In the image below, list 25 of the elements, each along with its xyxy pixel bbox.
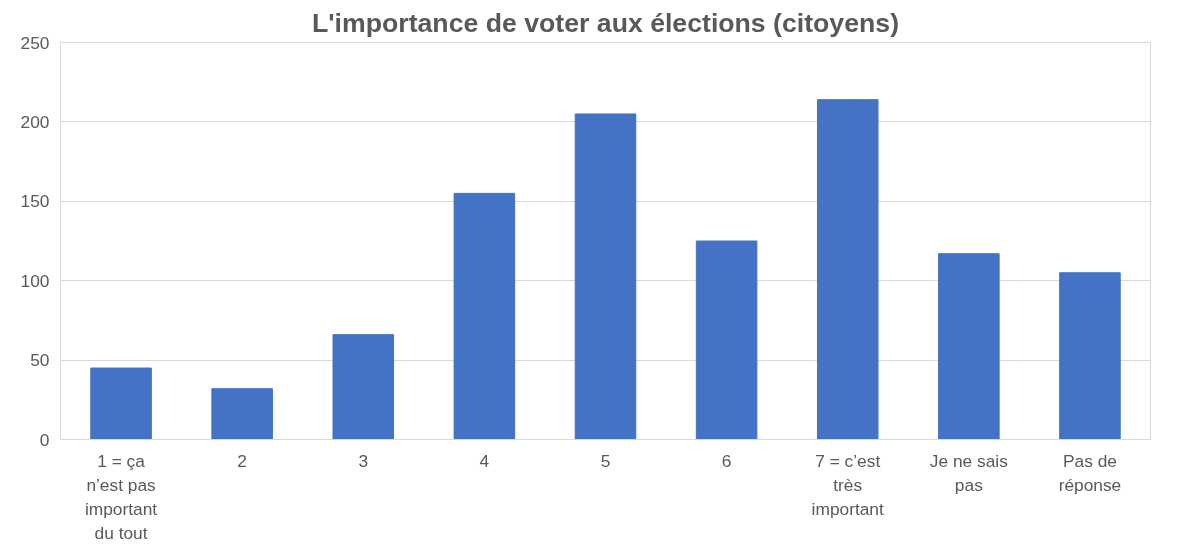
y-tick-label: 50 bbox=[30, 350, 50, 371]
y-tick-label: 0 bbox=[39, 429, 50, 450]
x-tick-label: Pas de réponse bbox=[1058, 450, 1122, 495]
bar bbox=[453, 192, 516, 440]
bar bbox=[1059, 272, 1121, 440]
x-tick-label: Je ne sais pas bbox=[929, 450, 1009, 495]
bar bbox=[938, 253, 1000, 440]
x-tick-label: 3 bbox=[358, 450, 369, 471]
x-tick-label: 5 bbox=[600, 450, 611, 471]
y-tick-label: 250 bbox=[20, 32, 50, 53]
x-tick-label: 7 = c’est très important bbox=[811, 450, 885, 519]
x-tick-label: 6 bbox=[721, 450, 732, 471]
x-tick-label: 2 bbox=[237, 450, 247, 471]
x-tick-label: 4 bbox=[479, 450, 490, 471]
bar bbox=[574, 113, 637, 440]
bar bbox=[816, 99, 879, 440]
y-tick-label: 150 bbox=[20, 191, 50, 212]
y-tick-label: 200 bbox=[20, 111, 50, 132]
chart-title: L'importance de voter aux élections (citoyens) bbox=[311, 7, 900, 38]
bar bbox=[90, 367, 152, 440]
y-tick-label: 100 bbox=[20, 270, 50, 291]
bar bbox=[332, 334, 395, 440]
bar bbox=[695, 240, 758, 440]
bar bbox=[211, 388, 273, 440]
x-tick-label: 1 = ça n’est pas important du tout bbox=[84, 450, 158, 543]
